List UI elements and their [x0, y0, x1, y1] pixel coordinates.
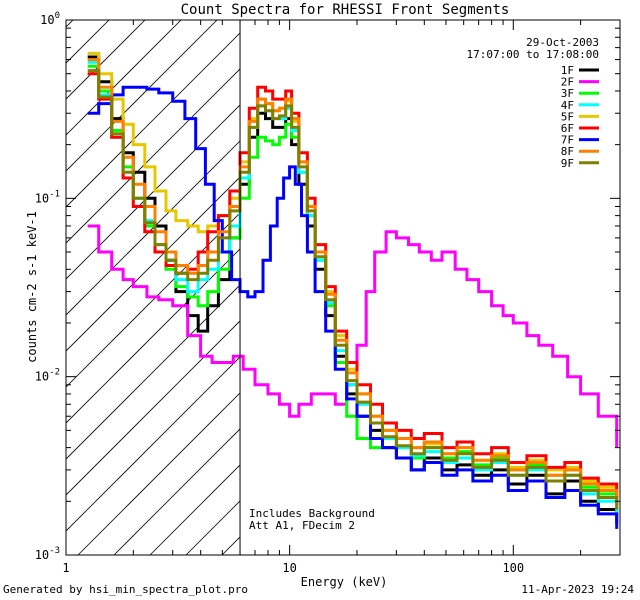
hatch-line	[66, 20, 182, 136]
y-tick-label: 10-1	[35, 189, 60, 205]
series-7f	[87, 85, 619, 529]
legend-label: 7F	[561, 134, 574, 147]
attenuator-hatched-region	[0, 0, 620, 555]
x-axis-label: Energy (keV)	[301, 575, 388, 589]
legend-label: 3F	[561, 87, 574, 100]
hatch-line	[0, 0, 102, 555]
y-tick-label: 100	[40, 11, 60, 27]
y-tick-label: 10-3	[35, 546, 60, 562]
hatch-line	[66, 20, 110, 64]
series-9f	[87, 69, 619, 510]
axis-ticks	[65, 19, 621, 556]
chart-title: Count Spectra for RHESSI Front Segments	[181, 2, 510, 18]
x-tick-label: 100	[502, 561, 524, 575]
plot-frame	[65, 19, 621, 556]
footer-generator: Generated by hsi_min_spectra_plot.pro	[3, 583, 249, 596]
legend-label: 8F	[561, 145, 574, 158]
annotation-attenuator: Att A1, FDecim 2	[249, 519, 355, 532]
y-tick-label: 10-2	[35, 368, 60, 384]
footer-timestamp: 11-Apr-2023 19:24	[521, 583, 634, 596]
x-tick-label: 10	[282, 561, 296, 575]
y-axis-label: counts cm-2 s-1 keV-1	[25, 211, 39, 363]
legend-label: 9F	[561, 157, 574, 170]
legend-label: 5F	[561, 110, 574, 123]
legend-label: 4F	[561, 99, 574, 112]
hatch-line	[66, 20, 254, 208]
legend-label: 2F	[561, 76, 574, 89]
annotation-background: Includes Background	[249, 507, 375, 520]
legend-label: 6F	[561, 122, 574, 135]
series-6f	[87, 72, 619, 498]
hatch-line	[66, 20, 146, 100]
legend-label: 1F	[561, 64, 574, 77]
hatch-line	[66, 20, 218, 172]
header-time-range: 17:07:00 to 17:08:00	[467, 48, 599, 61]
x-tick-label: 1	[62, 561, 69, 575]
header-date: 29-Oct-2003	[526, 36, 599, 49]
